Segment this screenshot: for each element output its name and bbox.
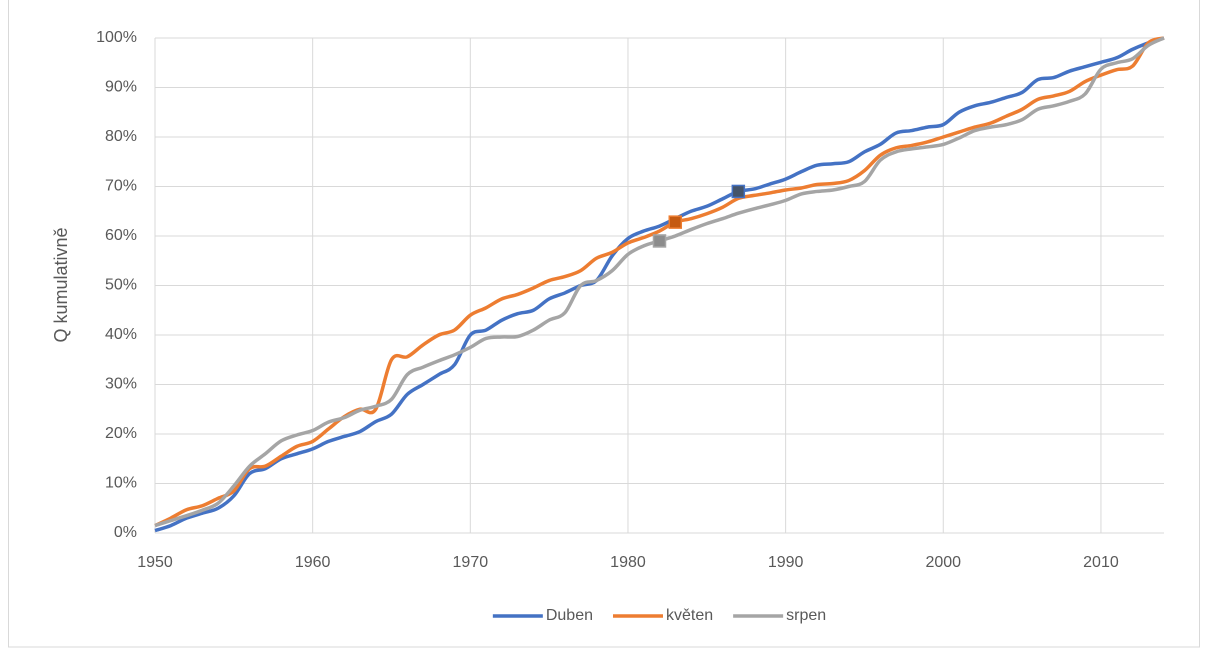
x-tick-label: 1980 xyxy=(610,554,646,571)
y-tick-label: 70% xyxy=(105,178,137,195)
y-tick-label: 90% xyxy=(105,79,137,96)
x-tick-label: 2010 xyxy=(1083,554,1119,571)
legend: Duben květen srpen xyxy=(492,607,826,624)
x-tick-label: 1960 xyxy=(295,554,331,571)
legend-label: Duben xyxy=(546,607,593,624)
y-tick-label: 50% xyxy=(105,277,137,294)
y-tick-label: 100% xyxy=(96,29,137,46)
legend-label: květen xyxy=(666,607,713,624)
legend-label: srpen xyxy=(786,607,826,624)
y-tick-label: 80% xyxy=(105,128,137,145)
x-tick-label: 1950 xyxy=(137,554,173,571)
y-tick-label: 20% xyxy=(105,425,137,442)
x-tick-label: 1970 xyxy=(453,554,489,571)
series-line xyxy=(154,36,1165,533)
highlight-marker xyxy=(668,215,683,229)
chart-border xyxy=(8,0,1200,648)
x-tick-label: 2000 xyxy=(925,554,961,571)
y-tick-label: 40% xyxy=(105,326,137,343)
y-tick-label: 0% xyxy=(114,524,137,541)
y-tick-label: 60% xyxy=(105,227,137,244)
highlight-marker xyxy=(731,184,746,199)
y-tick-label: 30% xyxy=(105,376,137,393)
highlight-marker xyxy=(652,234,667,248)
x-tick-label: 1990 xyxy=(768,554,804,571)
y-tick-label: 10% xyxy=(105,475,137,492)
y-axis-label: Q kumulativně xyxy=(51,227,71,342)
series-line xyxy=(154,36,1165,528)
